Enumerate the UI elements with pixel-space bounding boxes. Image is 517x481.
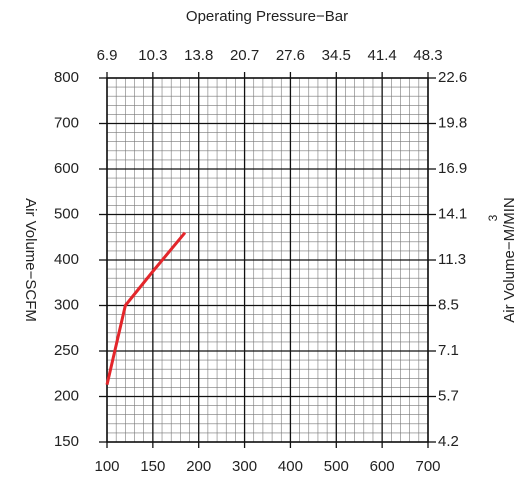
y-tick-label: 400 bbox=[54, 251, 79, 268]
x-tick-label: 300 bbox=[232, 458, 257, 475]
y2-tick-label: 19.8 bbox=[438, 114, 467, 131]
y-tick-label: 200 bbox=[54, 387, 79, 404]
x-tick-label: 150 bbox=[140, 458, 165, 475]
data-line bbox=[105, 231, 187, 386]
x-tick-label: 100 bbox=[94, 458, 119, 475]
y2-tick-label: 16.9 bbox=[438, 160, 467, 177]
y-tick-label: 150 bbox=[54, 433, 79, 450]
y2-axis-title: Air Volume−M/MIN bbox=[501, 197, 517, 322]
x2-tick-label: 20.7 bbox=[230, 47, 259, 64]
y-tick-label: 800 bbox=[54, 69, 79, 86]
y2-tick-label: 4.2 bbox=[438, 433, 459, 450]
y-tick-label: 700 bbox=[54, 114, 79, 131]
plot-frame bbox=[106, 77, 429, 443]
y-tick-label: 600 bbox=[54, 160, 79, 177]
top-axis-title: Operating Pressure−Bar bbox=[186, 8, 348, 25]
y2-tick-label: 14.1 bbox=[438, 205, 467, 222]
y2-tick-label: 5.7 bbox=[438, 387, 459, 404]
x2-tick-label: 34.5 bbox=[322, 47, 351, 64]
x2-tick-label: 48.3 bbox=[413, 47, 442, 64]
y2-tick-label: 7.1 bbox=[438, 342, 459, 359]
x2-tick-label: 10.3 bbox=[138, 47, 167, 64]
y-axis-title: Air Volume−SCFM bbox=[22, 198, 39, 322]
y2-tick-label: 22.6 bbox=[438, 69, 467, 86]
x-tick-label: 500 bbox=[324, 458, 349, 475]
x2-tick-label: 41.4 bbox=[368, 47, 397, 64]
x-tick-label: 400 bbox=[278, 458, 303, 475]
x2-tick-label: 13.8 bbox=[184, 47, 213, 64]
x-tick-label: 600 bbox=[370, 458, 395, 475]
y2-axis-title-superscript: 3 bbox=[486, 214, 500, 221]
x-tick-label: 700 bbox=[415, 458, 440, 475]
y-tick-label: 500 bbox=[54, 205, 79, 222]
y-tick-label: 300 bbox=[54, 296, 79, 313]
x2-tick-label: 6.9 bbox=[97, 47, 118, 64]
y2-tick-label: 8.5 bbox=[438, 296, 459, 313]
x-tick-label: 200 bbox=[186, 458, 211, 475]
x2-tick-label: 27.6 bbox=[276, 47, 305, 64]
y2-tick-label: 11.3 bbox=[438, 251, 466, 268]
y-tick-label: 250 bbox=[54, 342, 79, 359]
